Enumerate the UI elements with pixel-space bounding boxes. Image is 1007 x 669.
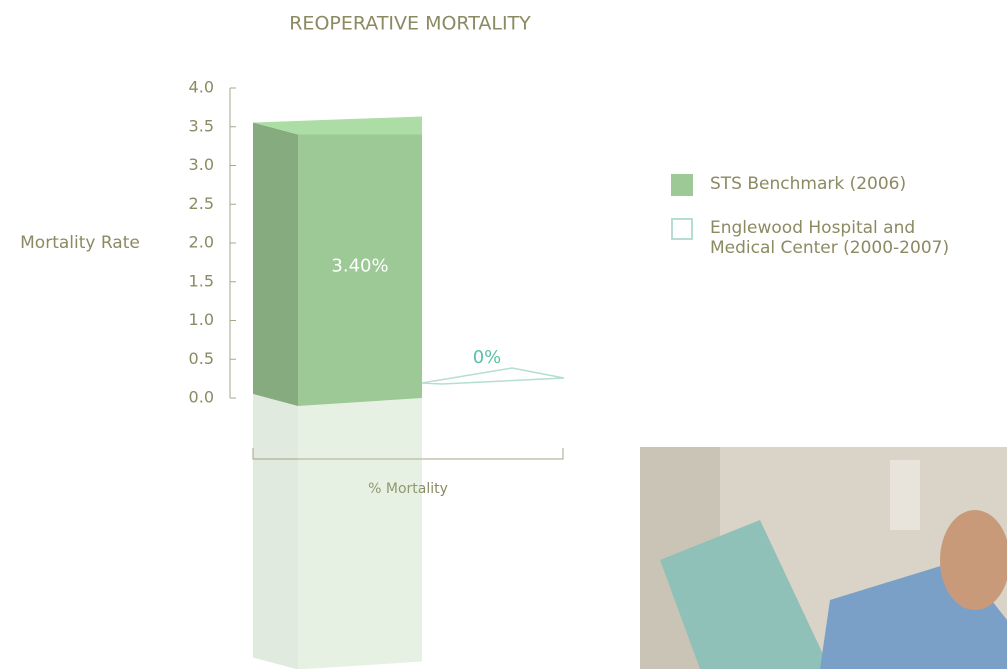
y-tick-label: 2.5 — [189, 194, 214, 213]
bar-reflection — [253, 394, 298, 669]
y-tick-label: 4.0 — [189, 78, 214, 97]
photo — [640, 447, 1007, 669]
y-tick-label: 0.5 — [189, 349, 214, 368]
y-tick-label: 0.0 — [189, 388, 214, 407]
y-tick-label: 1.5 — [189, 271, 214, 290]
value-label: 3.40% — [331, 255, 388, 276]
y-tick-label: 2.0 — [189, 233, 214, 252]
y-axis-label: Mortality Rate — [20, 233, 140, 253]
legend-label: Englewood Hospital and Medical Center (2… — [710, 218, 975, 258]
bar-reflection — [298, 398, 422, 669]
legend-label: STS Benchmark (2006) — [710, 174, 1000, 194]
y-tick-label: 3.5 — [189, 116, 214, 135]
y-tick-label: 1.0 — [189, 310, 214, 329]
legend-swatch — [672, 219, 692, 239]
legend-swatch — [672, 175, 692, 195]
chart: REOPERATIVE MORTALITY Mortality Rate % M… — [0, 0, 1007, 669]
y-tick-label: 3.0 — [189, 155, 214, 174]
value-label: 0% — [473, 347, 502, 368]
page: {"chart_data": {"type": "bar3d", "title"… — [0, 0, 1007, 669]
chart-title: REOPERATIVE MORTALITY — [289, 13, 531, 35]
bar-side — [253, 123, 298, 407]
bar — [422, 368, 564, 384]
